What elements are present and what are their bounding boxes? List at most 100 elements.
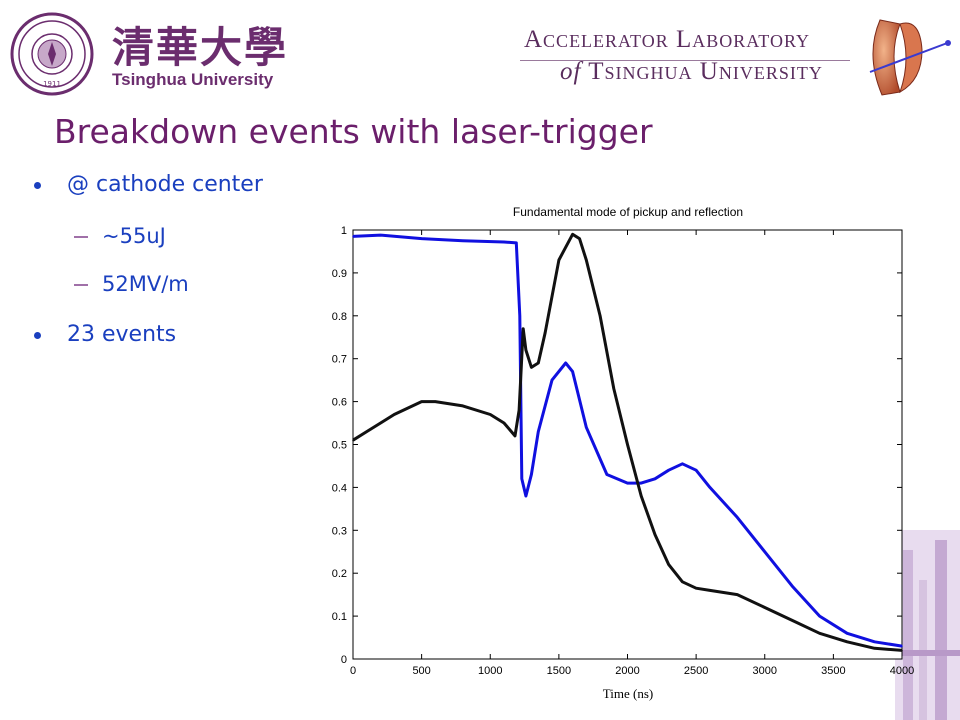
series-2-point [393, 413, 395, 416]
series-2-point [585, 259, 588, 261]
y-tick-label: 0.7 [332, 354, 347, 366]
series-2-point [514, 435, 516, 437]
bullet-dot-icon [34, 181, 41, 189]
series-2-point [681, 581, 684, 583]
series-2-point [420, 400, 423, 403]
sub-bullet-item: 52MV/m [74, 272, 189, 296]
series-1-point [695, 469, 697, 472]
x-tick-label: 3500 [821, 665, 845, 677]
y-tick-label: 0.2 [332, 568, 347, 580]
bullet-item: 23 events [34, 322, 176, 347]
seal-year: 1911 [43, 80, 61, 88]
series-2-point [434, 400, 437, 403]
y-tick-label: 0 [341, 654, 347, 666]
y-tick-label: 0.3 [332, 525, 347, 537]
series-2-point [640, 495, 642, 497]
series-2-point [489, 413, 492, 416]
series-1-point [420, 237, 423, 240]
series-1-point [571, 370, 574, 373]
y-tick-label: 0.8 [332, 311, 347, 323]
series-1-point [551, 379, 553, 381]
bullet-dot-icon [34, 331, 41, 339]
series-2-point [846, 641, 848, 643]
tsinghua-seal-logo: 1911 [10, 12, 94, 96]
chart-title: Fundamental mode of pickup and reflectio… [513, 205, 743, 219]
series-2-point [818, 632, 821, 635]
series-2-point [709, 589, 711, 592]
series-1-point [736, 516, 739, 519]
sub-bullet-text: ~55uJ [102, 224, 166, 248]
series-2-point [736, 593, 739, 596]
series-2-point [695, 587, 697, 589]
y-tick-label: 0.4 [332, 482, 347, 494]
x-tick-label: 1000 [478, 665, 502, 677]
x-tick-label: 500 [412, 665, 430, 677]
y-tick-label: 0.1 [332, 611, 347, 623]
series-2-point [365, 430, 368, 433]
y-tick-label: 0.5 [332, 440, 347, 452]
series-1-point [462, 239, 464, 242]
series-2-point [558, 259, 560, 261]
corner-building-decoration [895, 530, 960, 720]
series-1-point [764, 551, 766, 553]
x-axis: 0 500 1000 1500 2000 2500 3000 3500 4000 [350, 230, 914, 677]
series-2-point [578, 237, 581, 240]
series-1-point [791, 585, 793, 587]
series-1-point [846, 632, 848, 635]
series-1-point [626, 482, 629, 484]
series-2-point [626, 443, 629, 446]
lab-name-line2: of Tsinghua University [560, 58, 823, 86]
series-2-point [503, 422, 505, 424]
x-axis-label: Time (ns) [603, 686, 653, 701]
series-1-point [537, 430, 540, 433]
bullet-item: @ cathode center [34, 172, 263, 197]
series-1-point [709, 486, 711, 489]
series-1-point [525, 495, 527, 497]
accelerator-cavity-logo [869, 19, 951, 96]
y-tick-label: 1 [341, 225, 347, 237]
lab-university: Tsinghua University [588, 58, 823, 85]
series-2-point [544, 332, 546, 334]
series-2-point [599, 315, 601, 317]
lab-of: of [560, 58, 582, 85]
x-tick-label: 4000 [890, 665, 914, 677]
dash-icon [74, 236, 88, 238]
header-rule [520, 60, 850, 61]
series-2-point [522, 327, 524, 330]
x-tick-label: 2000 [615, 665, 639, 677]
series-1-point [519, 315, 521, 317]
university-name-en: Tsinghua University [112, 70, 274, 89]
y-tick-label: 0.9 [332, 268, 347, 280]
y-axis: 0 0.1 0.2 0.3 0.4 0.5 0.6 0.7 0.8 0.9 1 [332, 225, 902, 666]
series-2-point [525, 349, 527, 351]
sub-bullet-text: 52MV/m [102, 272, 189, 296]
series-1-point [681, 463, 684, 465]
series-1-point [521, 478, 523, 480]
series-1-point [901, 645, 903, 647]
x-tick-label: 3000 [753, 665, 777, 677]
series-1-point [352, 235, 354, 238]
series-1-point [503, 241, 505, 243]
series-2-point [518, 409, 520, 411]
series-2-point [613, 387, 615, 390]
university-name-cn: 清華大學 [112, 23, 289, 72]
series-2-point [352, 439, 354, 441]
series-2-point [873, 647, 876, 650]
bullet-text: 23 events [67, 322, 177, 347]
series-2-point [764, 606, 766, 609]
series-line-1 [352, 233, 903, 648]
series-2-point [654, 533, 656, 536]
slide-header: 1911 清華大學 Tsinghua University Accelerato… [0, 0, 960, 110]
series-2-point [462, 405, 464, 407]
series-1-point [564, 362, 567, 364]
sub-bullet-item: ~55uJ [74, 224, 166, 248]
series-1-point [667, 469, 670, 472]
series-2-point [537, 362, 540, 364]
series-2-point [791, 619, 793, 622]
series-1-point [606, 473, 608, 476]
dash-icon [74, 284, 88, 286]
series-2-point [530, 366, 533, 369]
series-1-point [585, 426, 588, 429]
series-2-point [667, 563, 670, 566]
series-2-point [571, 233, 574, 236]
